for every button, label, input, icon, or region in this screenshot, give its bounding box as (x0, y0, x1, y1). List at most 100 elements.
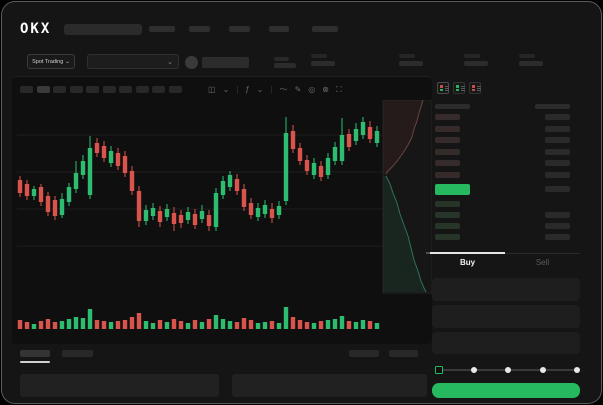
volume-bar (59, 321, 65, 329)
bottom-content-panel (232, 374, 427, 397)
bid-price-placeholder[interactable] (435, 201, 460, 207)
candle (143, 205, 149, 225)
ask-price-placeholder[interactable] (435, 160, 460, 166)
ask-price-placeholder[interactable] (435, 126, 460, 132)
candle (367, 121, 373, 143)
order-input-field[interactable] (432, 278, 580, 301)
fullscreen-icon[interactable]: ⛶ (335, 84, 342, 94)
chevron-down-icon[interactable]: ⌄ (256, 85, 264, 94)
last-amount-placeholder (545, 186, 570, 192)
volume-bar (283, 307, 289, 329)
volume-bar (220, 319, 226, 329)
pair-select[interactable]: ⌄ (87, 54, 179, 69)
candle (38, 184, 44, 206)
slider-stop[interactable] (539, 367, 546, 373)
candle (150, 203, 156, 220)
timeframe-button[interactable] (135, 86, 149, 93)
nav-item-placeholder[interactable] (269, 26, 289, 32)
timeframe-button[interactable] (36, 86, 50, 93)
timeframe-button[interactable] (102, 86, 116, 93)
buy-submit-button[interactable] (432, 383, 580, 398)
timeframe-button[interactable] (119, 86, 132, 93)
stat-label-placeholder (399, 54, 415, 58)
bids-only-icon[interactable] (453, 82, 465, 94)
volume-bar (129, 317, 135, 329)
ask-price-placeholder[interactable] (435, 149, 460, 155)
combined-book-icon[interactable] (437, 82, 449, 94)
trade-tabs: Buy Sell (430, 252, 580, 272)
candle (276, 201, 282, 219)
depth-chart (382, 100, 432, 294)
active-tab-indicator (430, 252, 505, 254)
volume-bar (87, 309, 93, 329)
tab-sell[interactable]: Sell (535, 258, 550, 267)
search-input[interactable] (64, 24, 142, 35)
candle (178, 210, 184, 228)
indicator-icon[interactable]: ƒ (245, 85, 250, 94)
bottom-bar-action[interactable] (389, 350, 418, 357)
last-price-bar[interactable] (435, 184, 470, 195)
candle (220, 176, 226, 199)
ask-amount-placeholder (545, 149, 570, 155)
slider-stop[interactable] (574, 367, 580, 373)
timeframe-button[interactable] (69, 86, 83, 93)
ask-price-placeholder[interactable] (435, 137, 460, 143)
screenshot-icon[interactable]: ◎ (308, 85, 316, 94)
candle (31, 186, 37, 200)
candle (59, 193, 65, 218)
slider-stop[interactable] (470, 367, 477, 373)
candle (157, 206, 163, 227)
candle (269, 203, 275, 223)
line-tool-icon[interactable]: 〜 (279, 85, 288, 94)
draw-tool-icon[interactable]: ✎ (294, 85, 302, 94)
settings-icon[interactable]: ⊗ (322, 85, 329, 94)
nav-item-placeholder[interactable] (189, 26, 210, 32)
timeframe-row (20, 86, 182, 93)
order-input-field[interactable] (432, 305, 580, 328)
bottom-bar-action[interactable] (349, 350, 379, 357)
slider-stop[interactable] (505, 367, 511, 373)
ask-price-placeholder[interactable] (435, 172, 460, 178)
candle (108, 146, 114, 167)
candle (45, 192, 51, 216)
orderbook-col-price-header (435, 104, 470, 109)
timeframe-button[interactable] (20, 86, 33, 93)
bid-price-placeholder[interactable] (435, 212, 460, 218)
nav-item-placeholder[interactable] (229, 26, 250, 32)
candle (171, 207, 177, 231)
candle (255, 203, 261, 221)
nav-item-placeholder[interactable] (149, 26, 175, 32)
timeframe-button[interactable] (86, 86, 99, 93)
timeframe-button[interactable] (53, 86, 66, 93)
asks-only-icon[interactable] (469, 82, 481, 94)
candle (318, 161, 324, 181)
okx-logo: OKX (20, 21, 52, 37)
candle (24, 180, 30, 200)
candle (227, 171, 233, 191)
candle (290, 125, 296, 153)
candle (206, 210, 212, 231)
volume-layer (17, 307, 380, 329)
ask-price-placeholder[interactable] (435, 114, 460, 120)
candle (332, 142, 338, 165)
bottom-tab[interactable] (62, 350, 93, 357)
timeframe-button[interactable] (168, 86, 182, 93)
volume-bar (297, 320, 303, 329)
tab-buy[interactable]: Buy (459, 258, 476, 267)
candle (73, 161, 79, 193)
bid-price-placeholder[interactable] (435, 223, 460, 229)
nav-item-placeholder[interactable] (312, 26, 338, 32)
volume-bar (353, 322, 359, 329)
slider-handle[interactable] (434, 365, 443, 374)
candle-style-icon[interactable]: ◫ (208, 85, 216, 94)
bid-price-placeholder[interactable] (435, 234, 460, 240)
chevron-down-icon[interactable]: ⌄ (222, 85, 230, 94)
volume-bar (318, 321, 324, 329)
bottom-tab[interactable] (20, 350, 50, 357)
timeframe-button[interactable] (152, 86, 165, 93)
order-input-field[interactable] (432, 332, 580, 354)
volume-bar (66, 319, 72, 329)
candlestick-chart[interactable] (17, 100, 432, 343)
market-type-select[interactable]: Spot Trading ⌄ (27, 54, 75, 69)
